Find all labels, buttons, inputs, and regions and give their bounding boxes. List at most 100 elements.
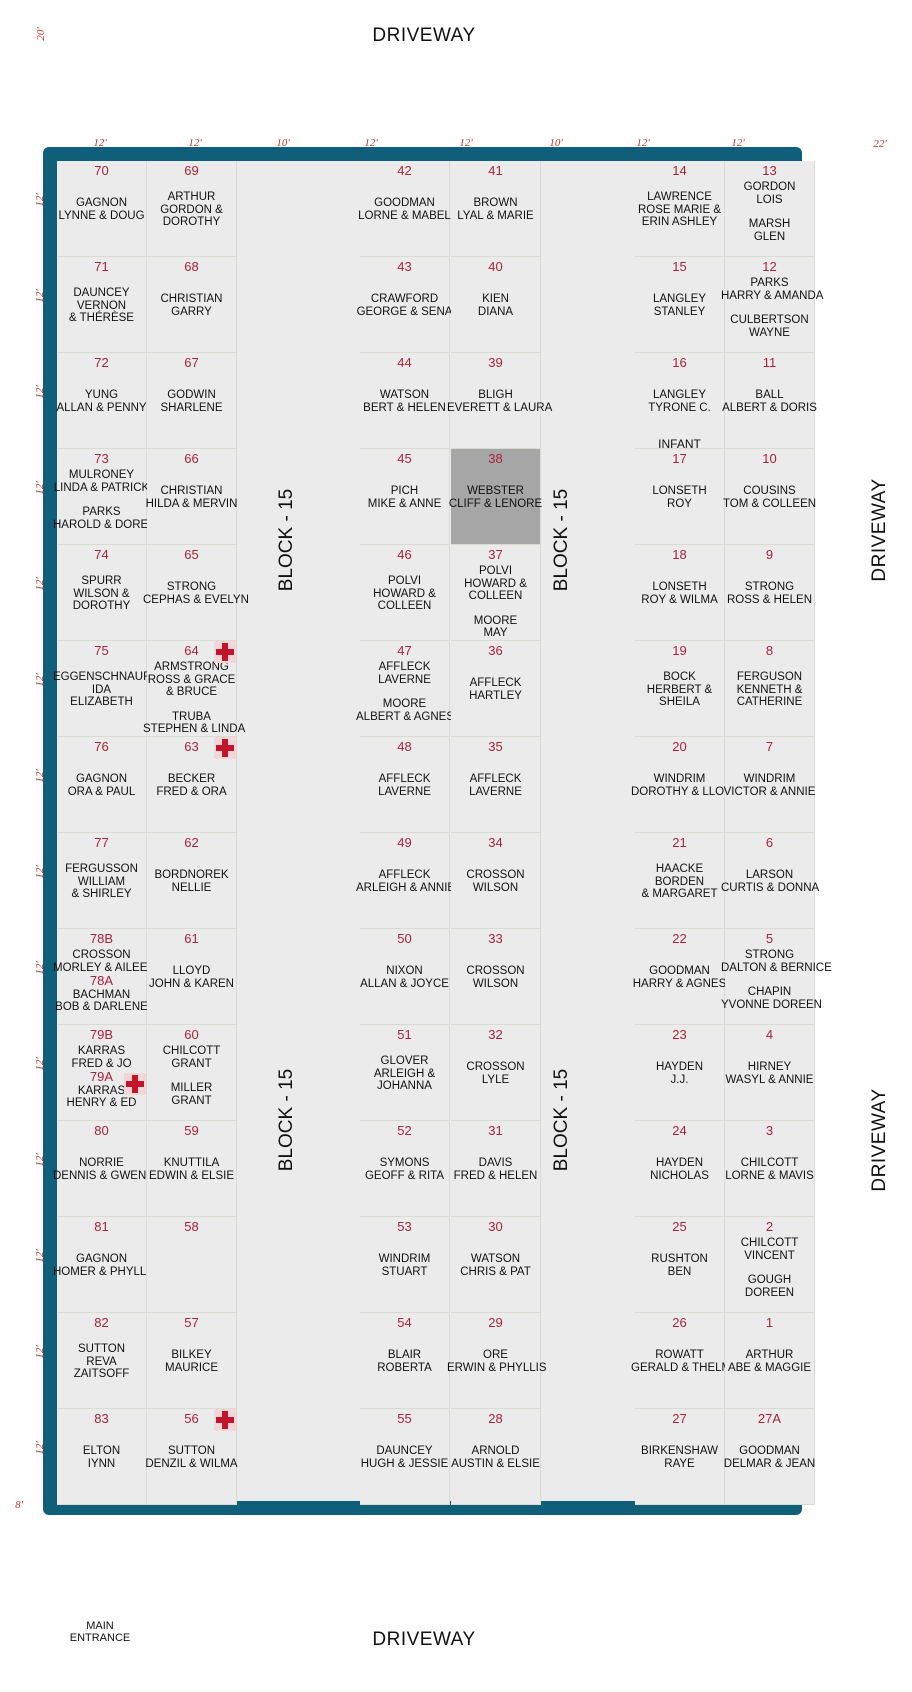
- plot-83[interactable]: 83 ELTON IYNN: [57, 1409, 147, 1505]
- plot-27[interactable]: 27 BIRKENSHAW RAYE: [635, 1409, 725, 1505]
- plot-29[interactable]: 29 ORE ERWIN & PHYLLIS: [447, 1313, 547, 1409]
- plot-23[interactable]: 23 HAYDEN J.J.: [635, 1025, 725, 1121]
- plot-13[interactable]: 13 GORDON LOIS MARSH GLEN: [725, 161, 815, 257]
- plot-16[interactable]: 16 LANGLEY TYRONE C. INFANT: [635, 353, 725, 450]
- plot-25[interactable]: 25 RUSHTON BEN: [635, 1217, 725, 1313]
- plot-14[interactable]: 14 LAWRENCE ROSE MARIE & ERIN ASHLEY: [635, 161, 725, 257]
- column-width-measurement: 12': [93, 137, 107, 149]
- plot-46[interactable]: 46 POLVI HOWARD & COLLEEN: [360, 545, 450, 641]
- plot-6[interactable]: 6 LARSON CURTIS & DONNA: [721, 833, 819, 929]
- plot-35[interactable]: 35 AFFLECK LAVERNE: [451, 737, 541, 833]
- plot-53[interactable]: 53 WINDRIM STUART: [360, 1217, 450, 1313]
- plot-36[interactable]: 36 AFFLECK HARTLEY: [451, 641, 541, 737]
- plot-26[interactable]: 26 ROWATT GERALD & THELMA: [631, 1313, 739, 1409]
- plot-69[interactable]: 69 ARTHUR GORDON & DOROTHY: [147, 161, 237, 257]
- plot-42[interactable]: 42 GOODMAN LORNE & MABEL: [358, 161, 451, 257]
- plot-57[interactable]: 57 BILKEY MAURICE: [147, 1313, 237, 1409]
- plot-67[interactable]: 67 GODWIN SHARLENE: [147, 353, 237, 449]
- plot-21[interactable]: 21 HAACKE BORDEN & MARGARET: [635, 833, 725, 929]
- plot-1[interactable]: 1 ARTHUR ABE & MAGGIE: [725, 1313, 815, 1409]
- driveway-right-upper-label: DRIVEWAY: [869, 478, 890, 582]
- plot-occupants: CROSSON MORLEY & AILEEN 78A BACHMAN BOB & DA…: [53, 949, 156, 1014]
- plot-73[interactable]: 73 MULRONEY LINDA & PATRICK PARKS HAROLD & D…: [53, 449, 164, 545]
- plot-34[interactable]: 34 CROSSON WILSON: [451, 833, 541, 929]
- plot-24[interactable]: 24 HAYDEN NICHOLAS: [635, 1121, 725, 1217]
- column-width-measurement: 12': [459, 137, 473, 149]
- plot-71[interactable]: 71 DAUNCEY VERNON & THÉRÈSE: [57, 257, 147, 353]
- plot-63[interactable]: 63 BECKER FRED & ORA: [147, 737, 237, 833]
- plot-48[interactable]: 48 AFFLECK LAVERNE: [360, 737, 450, 833]
- occupant-name: WILSON: [472, 881, 519, 894]
- plot-75[interactable]: 75 EGGENSCHNAUR IDA ELIZABETH: [53, 641, 151, 737]
- plot-9[interactable]: 9 STRONG ROSS & HELEN: [725, 545, 815, 641]
- plot-occupants: WATSON CHRIS & PAT: [447, 1253, 544, 1278]
- plot-58[interactable]: 58: [147, 1217, 237, 1313]
- plot-occupants: WEBSTER CLIFF & LENORE: [447, 485, 544, 510]
- plot-50[interactable]: 50 NIXON ALLAN & JOYCE: [360, 929, 450, 1025]
- plot-70[interactable]: 70 GAGNON LYNNE & DOUG: [57, 161, 147, 257]
- plot-60[interactable]: 60 CHILCOTT GRANT MILLER GRANT: [147, 1025, 237, 1121]
- plot-11[interactable]: 11 BALL ALBERT & DORIS: [722, 353, 817, 449]
- plot-62[interactable]: 62 BORDNOREK NELLIE: [147, 833, 237, 929]
- plot-47[interactable]: 47 AFFLECK LAVERNE MOORE ALBERT & AGNES: [356, 641, 454, 737]
- plot-55[interactable]: 55 DAUNCEY HUGH & JESSIE: [360, 1409, 450, 1505]
- plot-19[interactable]: 19 BOCK HERBERT & SHEILA: [635, 641, 725, 737]
- plot-4[interactable]: 4 HIRNEY WASYL & ANNIE: [725, 1025, 815, 1121]
- plot-20[interactable]: 20 WINDRIM DOROTHY & LLOYD: [631, 737, 740, 833]
- plot-77[interactable]: 77 FERGUSSON WILLIAM & SHIRLEY: [57, 833, 147, 929]
- plot-39[interactable]: 39 BLIGH EVERETT & LAURA: [447, 353, 552, 449]
- plot-32[interactable]: 32 CROSSON LYLE: [451, 1025, 541, 1121]
- plot-59[interactable]: 59 KNUTTILA EDWIN & ELSIE: [147, 1121, 237, 1217]
- plot-number: 56: [184, 1411, 199, 1426]
- plot-41[interactable]: 41 BROWN LYAL & MARIE: [451, 161, 541, 257]
- plot-56[interactable]: 56 SUTTON DENZIL & WILMA: [145, 1409, 238, 1505]
- plot-82[interactable]: 82 SUTTON REVA ZAITSOFF: [57, 1313, 147, 1409]
- plot-12[interactable]: 12 PARKS HARRY & AMANDA CULBERTSON WAYNE: [721, 257, 823, 353]
- plot-80[interactable]: 80 NORRIE DENNIS & GWENDA: [53, 1121, 162, 1217]
- plot-17[interactable]: 17 LONSETH ROY: [635, 449, 725, 545]
- occupant-name: ORE: [483, 1349, 508, 1361]
- occupant-name: TOM & COLLEEN: [722, 497, 817, 510]
- plot-45[interactable]: 45 PICH MIKE & ANNE: [360, 449, 450, 545]
- plot-5[interactable]: 5 STRONG DALTON & BERNICE CHAPIN YVONNE DORE…: [721, 929, 832, 1025]
- plot-28[interactable]: 28 ARNOLD AUSTIN & ELSIE: [451, 1409, 541, 1505]
- plot-31[interactable]: 31 DAVIS FRED & HELEN: [451, 1121, 541, 1217]
- occupant-name: ALBERT & DORIS: [722, 401, 817, 414]
- plot-7[interactable]: 7 WINDRIM VICTOR & ANNIE: [724, 737, 815, 833]
- plot-65[interactable]: 65 STRONG CEPHAS & EVELYN: [143, 545, 249, 641]
- occupant-name: LORNE & MAVIS: [725, 1169, 814, 1182]
- plot-15[interactable]: 15 LANGLEY STANLEY: [635, 257, 725, 353]
- plot-54[interactable]: 54 BLAIR ROBERTA: [360, 1313, 450, 1409]
- plot-2[interactable]: 2 CHILCOTT VINCENT GOUGH DOREEN: [725, 1217, 815, 1313]
- plot-40[interactable]: 40 KIEN DIANA: [451, 257, 541, 353]
- plot-30[interactable]: 30 WATSON CHRIS & PAT: [451, 1217, 541, 1313]
- plot-22[interactable]: 22 GOODMAN HARRY & AGNES: [633, 929, 726, 1025]
- occupant-name: COLLEEN: [377, 600, 432, 612]
- plot-78B[interactable]: 78B CROSSON MORLEY & AILEEN 78A BACHMAN BOB &…: [53, 929, 156, 1025]
- plot-8[interactable]: 8 FERGUSON KENNETH & CATHERINE: [725, 641, 815, 737]
- plot-79B[interactable]: 79B KARRAS FRED & JO 79A KARRAS HENRY & ED: [57, 1025, 147, 1121]
- plot-68[interactable]: 68 CHRISTIAN GARRY: [147, 257, 237, 353]
- plot-3[interactable]: 3 CHILCOTT LORNE & MAVIS: [725, 1121, 815, 1217]
- occupant-name: STRONG: [166, 581, 217, 593]
- plot-43[interactable]: 43 CRAWFORD GEORGE & SENA: [357, 257, 452, 353]
- plot-33[interactable]: 33 CROSSON WILSON: [451, 929, 541, 1025]
- plot-61[interactable]: 61 LLOYD JOHN & KAREN: [147, 929, 237, 1025]
- plot-72[interactable]: 72 YUNG ALLAN & PENNY: [56, 353, 147, 449]
- plot-66[interactable]: 66 CHRISTIAN HILDA & MERVIN: [146, 449, 237, 545]
- plot-52[interactable]: 52 SYMONS GEOFF & RITA: [360, 1121, 450, 1217]
- plot-76[interactable]: 76 GAGNON ORA & PAUL: [57, 737, 147, 833]
- occupant-name: MOORE: [382, 698, 427, 710]
- plot-44[interactable]: 44 WATSON BERT & HELEN: [360, 353, 450, 449]
- occupant-name: & THÉRÈSE: [69, 312, 134, 324]
- plot-10[interactable]: 10 COUSINS TOM & COLLEEN: [723, 449, 816, 545]
- plot-74[interactable]: 74 SPURR WILSON & DOROTHY: [57, 545, 147, 641]
- plot-38[interactable]: 38 WEBSTER CLIFF & LENORE: [449, 449, 542, 545]
- plot-64[interactable]: 64 ARMSTRONG ROSS & GRACE & BRUCE TRUBA STEPH…: [143, 641, 245, 737]
- plot-51[interactable]: 51 GLOVER ARLEIGH & JOHANNA: [360, 1025, 450, 1121]
- plot-27A[interactable]: 27A GOODMAN DELMAR & JEAN: [724, 1409, 815, 1505]
- plot-49[interactable]: 49 AFFLECK ARLEIGH & ANNIE: [356, 833, 455, 929]
- plot-37[interactable]: 37 POLVI HOWARD & COLLEEN MOORE MAY: [451, 545, 541, 641]
- plot-18[interactable]: 18 LONSETH ROY & WILMA: [635, 545, 725, 641]
- plot-81[interactable]: 81 GAGNON HOMER & PHYLLIS: [53, 1217, 157, 1313]
